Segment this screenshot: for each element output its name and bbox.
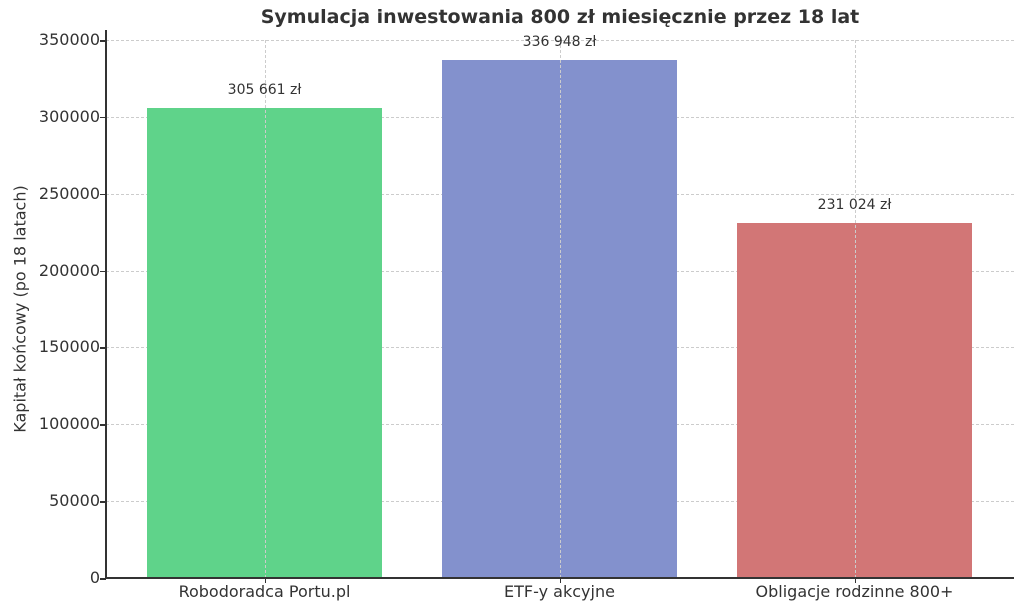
gridline-vertical [264, 40, 266, 578]
y-tick-mark [100, 424, 106, 426]
y-tick-label: 0 [89, 568, 100, 587]
x-tick-label: ETF-y akcyjne [504, 582, 615, 601]
x-tick-mark [264, 578, 266, 583]
x-tick-mark [854, 578, 856, 583]
y-tick-mark [100, 347, 106, 349]
x-axis-spine [105, 577, 1014, 579]
y-tick-mark [100, 40, 106, 42]
y-tick-label: 100000 [38, 414, 100, 434]
plot-area: 305 661 zł 336 948 zł 231 024 zł [106, 34, 1014, 578]
y-tick-mark [100, 578, 106, 580]
bar-value-label: 231 024 zł [817, 196, 892, 213]
y-axis-label: Kapitał końcowy (po 18 latach) [10, 185, 30, 433]
y-tick-label: 300000 [38, 106, 100, 126]
chart-title: Symulacja inwestowania 800 zł miesięczni… [260, 6, 860, 28]
x-tick-label: Obligacje rodzinne 800+ [755, 582, 954, 601]
y-tick-label: 50000 [49, 491, 100, 511]
y-tick-label: 150000 [38, 337, 100, 357]
y-tick-label: 250000 [38, 183, 100, 203]
gridline-vertical [559, 40, 561, 578]
x-tick-label: Robodoradca Portu.pl [178, 582, 351, 601]
y-tick-mark [100, 116, 106, 119]
y-tick-label: 200000 [38, 260, 100, 280]
y-axis-spine [105, 30, 107, 579]
y-tick-mark [100, 193, 106, 196]
y-tick-mark [100, 270, 106, 273]
y-tick-mark [100, 501, 106, 503]
bar-value-label: 305 661 zł [227, 82, 302, 99]
gridline-vertical [854, 40, 856, 578]
x-tick-mark [559, 578, 561, 583]
y-tick-label: 350000 [38, 30, 100, 49]
bar-value-label: 336 948 zł [522, 34, 597, 51]
